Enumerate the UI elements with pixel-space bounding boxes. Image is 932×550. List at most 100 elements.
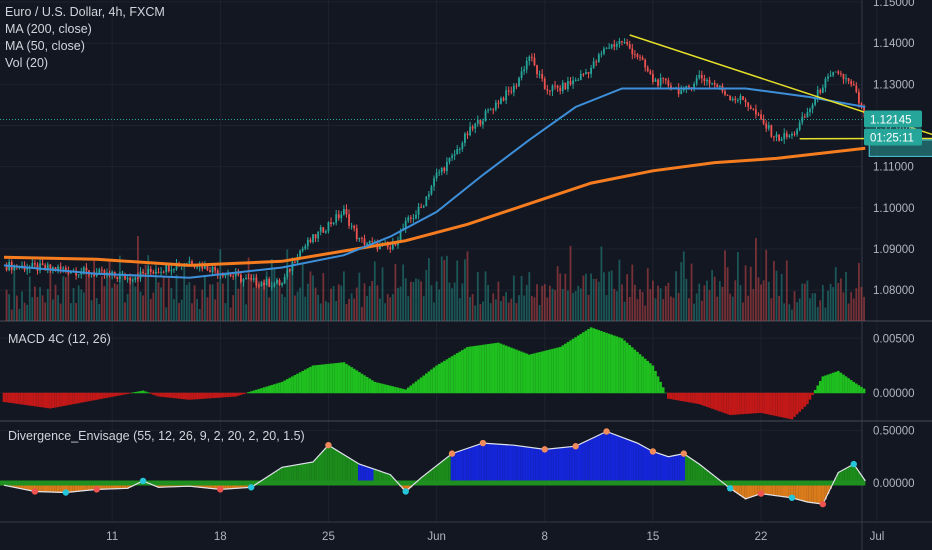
volume-bar (175, 274, 178, 321)
divergence-bar (594, 436, 598, 484)
divergence-bar (422, 475, 426, 484)
volume-bar (121, 271, 124, 321)
candle-body (26, 268, 29, 270)
divergence-bar (654, 452, 657, 484)
macd-bar (461, 350, 464, 394)
candle-body (268, 279, 271, 287)
divergence-bar (355, 462, 359, 484)
divergence-bar (455, 451, 459, 484)
macd-bar (695, 392, 698, 404)
candle-body (742, 96, 744, 100)
candle-body (626, 42, 629, 45)
divergence-bar (806, 483, 809, 503)
descending-trendline[interactable] (629, 34, 932, 241)
volume-bar (41, 295, 44, 321)
macd-bar (391, 386, 395, 394)
divergence-bar (481, 443, 485, 484)
candle-body (749, 106, 752, 109)
volume-bar (240, 275, 242, 321)
volume-bar (551, 288, 554, 321)
macd-bar (172, 392, 176, 399)
macd-bar (855, 383, 858, 394)
macd-bar (587, 328, 590, 394)
macd-bar (654, 370, 657, 394)
volume-bar (345, 304, 348, 321)
candle-body (579, 73, 582, 81)
volume-bar (438, 289, 441, 321)
legend-ma50[interactable]: MA (50, close) (5, 39, 85, 53)
countdown-badge[interactable] (864, 128, 922, 146)
legend-title[interactable]: Euro / U.S. Dollar, 4h, FXCM (5, 5, 165, 19)
volume-bar (863, 296, 865, 321)
volume-bar (461, 283, 464, 321)
divergence-bar (56, 483, 60, 493)
divergence-bar (757, 483, 760, 495)
volume-bar (476, 271, 479, 321)
divergence-bar (345, 456, 348, 484)
macd-bar (54, 392, 57, 408)
divergence-bar (435, 465, 438, 484)
divergence-bar (77, 483, 80, 492)
divergence-bar (816, 483, 819, 504)
macd-bar (303, 369, 307, 394)
legend-ma200[interactable]: MA (200, close) (5, 22, 92, 36)
volume-bar (36, 296, 39, 321)
candle-body (803, 116, 806, 118)
divergence-bar (661, 454, 665, 484)
volume-bar (64, 277, 67, 321)
volume-bar (834, 267, 837, 321)
candle-body (577, 80, 580, 81)
volume-bar (621, 284, 623, 321)
candle-body (706, 79, 708, 82)
macd-legend[interactable]: MACD 4C (12, 26) (8, 332, 111, 346)
divergence-bar (821, 483, 825, 505)
time-tick-label: 15 (647, 531, 660, 543)
divergence-bar (793, 483, 796, 499)
divergence-bar (697, 464, 701, 484)
volume-bar (798, 298, 801, 321)
candle-body (232, 276, 235, 278)
volume-bar (860, 286, 863, 321)
divergence-bar (476, 444, 480, 484)
divergence-marker (541, 446, 548, 453)
divergence-bar (533, 447, 536, 484)
macd-bar (813, 390, 817, 394)
macd-bar (203, 392, 207, 399)
macd-bar (546, 350, 549, 394)
candle-body (260, 282, 263, 287)
divergence-bar (509, 444, 513, 484)
candle-body (492, 109, 495, 111)
candle-body (54, 267, 57, 271)
candle-body (131, 279, 134, 281)
volume-bar (118, 255, 121, 321)
macd-bar (396, 387, 400, 394)
macd-bar (656, 376, 660, 394)
macd-bar (862, 388, 866, 394)
divergence-bar (525, 446, 529, 484)
volume-bar (31, 297, 34, 321)
candle-body (765, 123, 768, 129)
price-badge[interactable] (864, 110, 922, 128)
divergence-bar (234, 483, 238, 489)
macd-bar (90, 392, 93, 401)
price-badge-value: 1.12145 (870, 115, 912, 127)
divergence-bar (270, 473, 274, 484)
candle-body (788, 135, 791, 137)
legend-vol[interactable]: Vol (20) (5, 56, 49, 70)
divergence-bar (206, 483, 209, 489)
volume-bar (425, 269, 428, 321)
macd-bar (69, 392, 73, 405)
divergence-legend[interactable]: Divergence_Envisage (55, 12, 26, 9, 2, 2… (8, 429, 305, 443)
candle-body (785, 133, 788, 137)
macd-bar (479, 345, 482, 394)
macd-bar (10, 392, 14, 404)
volume-bar (500, 301, 502, 321)
macd-bar (672, 392, 675, 400)
candle-body (118, 274, 121, 279)
divergence-bar (285, 466, 289, 484)
macd-bar (705, 392, 709, 407)
volume-bar (103, 286, 106, 321)
candle-body (330, 222, 332, 224)
macd-bar (219, 392, 222, 398)
